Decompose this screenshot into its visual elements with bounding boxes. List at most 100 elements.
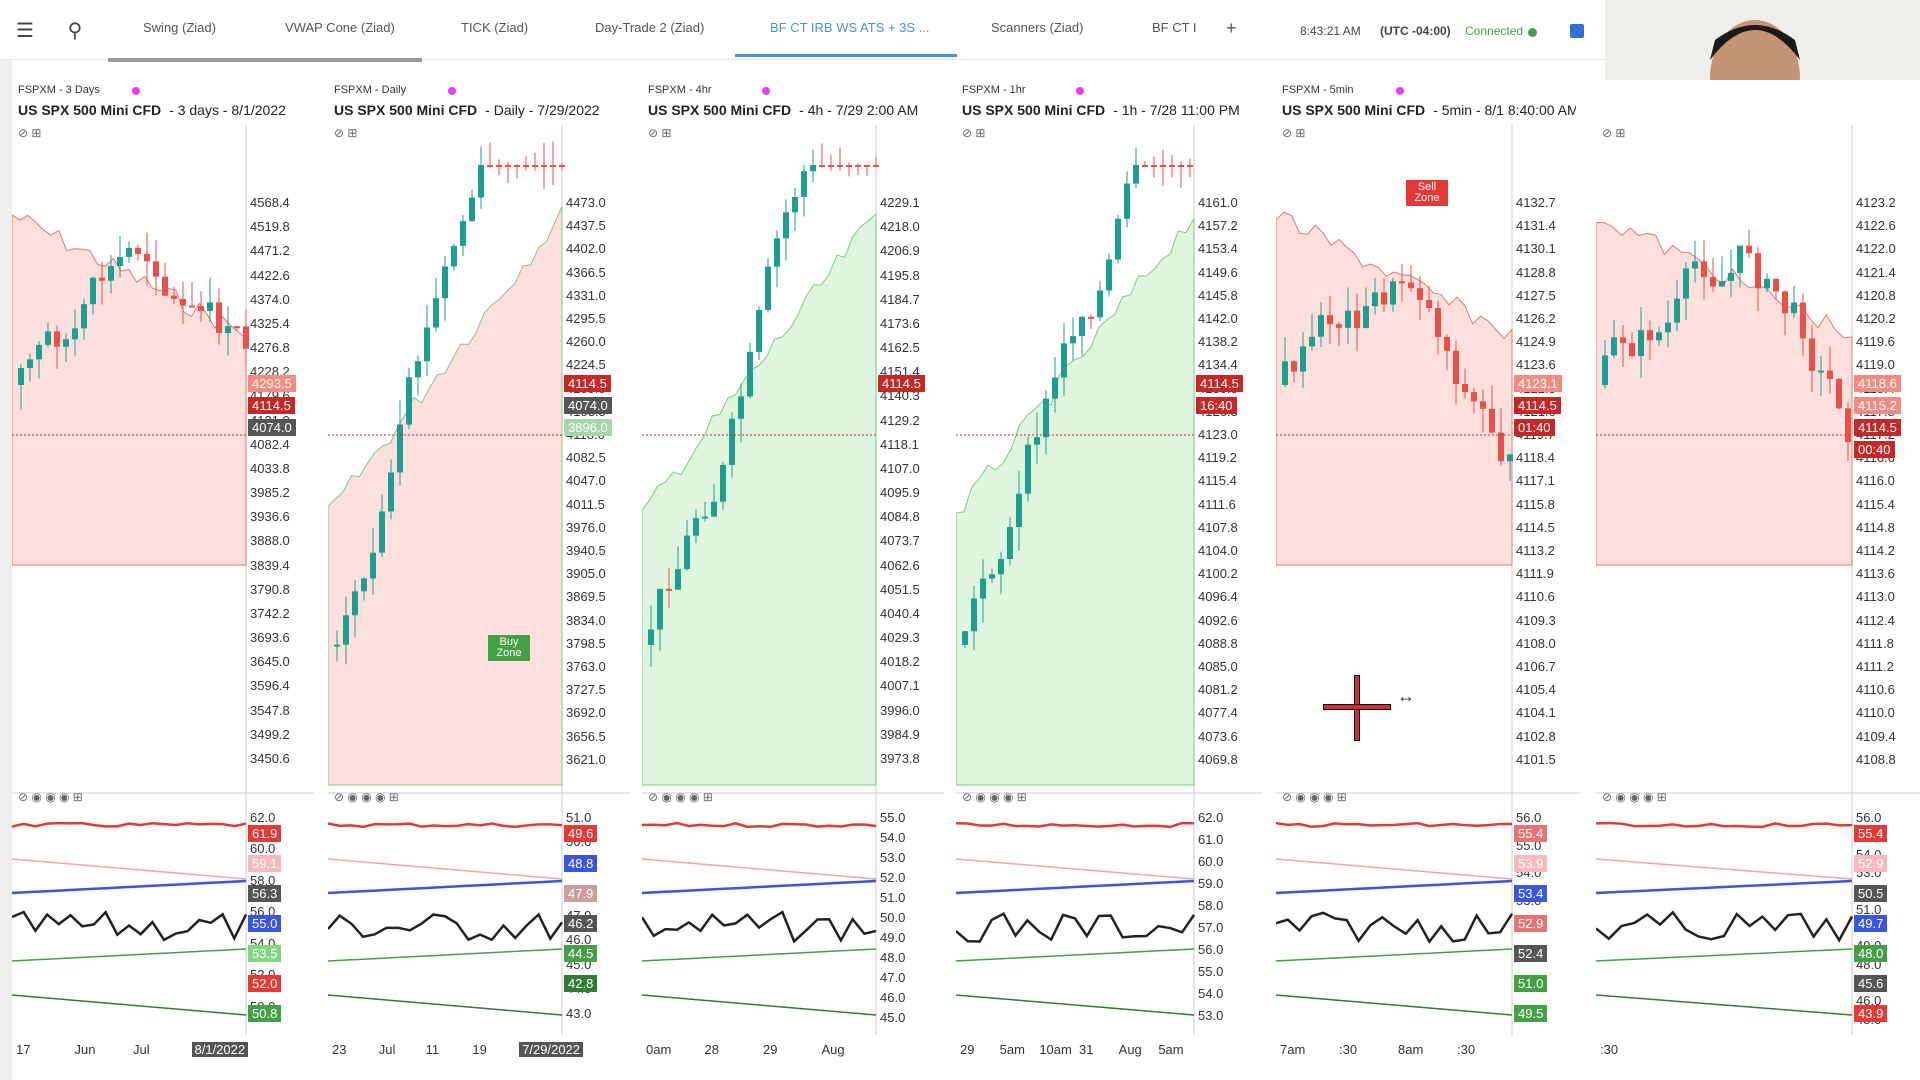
oscillator-badge: 45.6 [1854, 975, 1888, 992]
time-axis-label: 19 [472, 1042, 487, 1057]
time-axis-label: 5am [1158, 1042, 1184, 1057]
chart-controls-icon[interactable]: ⊘ ⊞ [334, 126, 358, 140]
timeframe-info: - Daily - 7/29/2022 [485, 102, 600, 118]
timeframe-info: - 4h - 7/29 2:00 AM [799, 102, 919, 118]
search-icon[interactable]: ⚲ [67, 20, 83, 42]
candle [225, 326, 231, 333]
time-axis-label: :30 [1339, 1042, 1358, 1057]
oscillator-axis-label: 48.0 [880, 950, 906, 965]
candle [1647, 330, 1653, 341]
price-axis-label: 4109.4 [1856, 728, 1896, 744]
tab-day-trade-2[interactable]: Day-Trade 2 (Ziad) [595, 20, 705, 35]
candle [1124, 183, 1130, 219]
candle [1444, 336, 1450, 351]
oscillator-axis-label: 62.0 [1198, 810, 1224, 825]
chart-panel[interactable]: FSPXM - 3 Days US SPX 500 Mini CFD - 3 day… [12, 80, 314, 1065]
candle [487, 165, 493, 167]
price-axis-label: 3656.5 [566, 728, 606, 744]
oscillator-axis-label: 46.0 [566, 932, 592, 948]
candle [1169, 165, 1175, 167]
candle [675, 569, 681, 590]
chart-panel[interactable]: FSPXM - 4hr US SPX 500 Mini CFD - 4h - 7/2… [642, 80, 944, 1065]
candle [846, 165, 852, 167]
candle [379, 511, 385, 553]
oscillator-axis-label: 52.0 [880, 870, 906, 885]
price-chart[interactable] [642, 80, 944, 1065]
price-chart[interactable] [1596, 80, 1920, 1065]
tab-tick[interactable]: TICK (Ziad) [461, 20, 529, 35]
price-chart[interactable] [1276, 80, 1580, 1065]
time-axis-label: 17 [16, 1042, 31, 1057]
chart-controls-icon[interactable]: ⊘ ⊞ [1282, 126, 1306, 140]
price-axis-label: 3727.5 [566, 682, 606, 698]
price-axis-label: 4121.4 [1856, 264, 1896, 280]
hamburger-menu-icon[interactable]: ☰ [16, 20, 34, 42]
chart-panel[interactable]: FSPXM - 1hr US SPX 500 Mini CFD - 1h - 7/2… [956, 80, 1262, 1065]
chart-controls-icon[interactable]: ⊘ ⊞ [18, 126, 42, 140]
chart-controls-icon[interactable]: ⊘ ⊞ [1602, 126, 1626, 140]
tab-bf-ct-irb-active[interactable]: BF CT IRB WS ATS + 3S ... [770, 20, 930, 35]
price-axis-label: 4115.8 [1516, 496, 1555, 512]
price-axis-label: 4105.4 [1516, 682, 1556, 698]
connection-status-icon [1528, 28, 1537, 37]
tab-vwap-cone[interactable]: VWAP Cone (Ziad) [285, 20, 395, 35]
price-axis-label: 4104.0 [1198, 543, 1238, 558]
add-tab-button[interactable]: + [1226, 18, 1237, 38]
price-axis-label: 4473.0 [566, 195, 606, 210]
panel-title: US SPX 500 Mini CFD - 4h - 7/29 2:00 AM [648, 102, 940, 118]
candle [180, 298, 186, 306]
time-axis: 7am:30 8am:30 [1276, 1042, 1580, 1062]
link-color-icon[interactable] [762, 87, 770, 95]
price-chart[interactable] [956, 80, 1262, 1065]
oscillator-axis-label: 43.0 [566, 1005, 592, 1021]
oscillator-badge: 42.8 [564, 975, 598, 992]
candle [1363, 306, 1369, 328]
link-color-icon[interactable] [1396, 87, 1404, 95]
oscillator-line [1596, 994, 1853, 1016]
chart-controls-icon[interactable]: ⊘ ⊞ [648, 126, 672, 140]
price-axis-label: 3499.2 [250, 726, 290, 742]
candle [1629, 343, 1635, 357]
price-axis-label: 3905.0 [566, 566, 606, 582]
tab-scanners[interactable]: Scanners (Ziad) [991, 20, 1084, 35]
price-axis-label: 4471.2 [250, 243, 290, 259]
oscillator-line [1276, 858, 1513, 880]
candle [126, 247, 132, 257]
price-axis-label: 4088.8 [1198, 635, 1238, 651]
link-color-icon[interactable] [448, 87, 456, 95]
oscillator-badge: 52.9 [1514, 915, 1548, 932]
candle [1836, 378, 1842, 409]
save-icon[interactable] [1570, 24, 1584, 38]
price-axis-label: 4128.8 [1516, 264, 1556, 280]
time-axis-label: 29 [763, 1042, 778, 1057]
candle [765, 266, 771, 311]
candle [1034, 437, 1040, 445]
price-axis-label: 4040.4 [880, 605, 920, 621]
chart-controls-icon[interactable]: ⊘ ⊞ [962, 126, 986, 140]
link-color-icon[interactable] [1076, 87, 1084, 95]
candle [1620, 337, 1626, 344]
oscillator-badge: 56.3 [248, 885, 282, 902]
oscillator-axis-label: 57.0 [1198, 920, 1224, 935]
candle [153, 261, 159, 277]
candle [1719, 280, 1725, 287]
price-axis-label: 4047.0 [566, 473, 606, 489]
price-axis-label: 4260.0 [566, 334, 606, 350]
candle [406, 377, 412, 425]
chart-panel[interactable]: FSPXM - 5min US SPX 500 Mini CFD - 5min - … [1276, 80, 1580, 1065]
price-badge: 4115.2 [1854, 397, 1901, 414]
clock: 8:43:21 AM [1300, 24, 1361, 38]
price-axis-label: 4051.5 [880, 581, 920, 597]
price-axis-label: 4124.9 [1516, 334, 1556, 350]
price-axis-label: 4108.0 [1516, 635, 1556, 651]
chart-panel[interactable]: ⊘ ⊞ ⊘ ◉ ◉ ◉ ⊞ 4123.2 4122.6 4122.0 4121.4 4120… [1596, 80, 1920, 1065]
oscillator-line [1596, 821, 1853, 829]
time-axis: :30 [1596, 1042, 1920, 1062]
price-chart[interactable] [12, 80, 314, 1065]
chart-panel[interactable]: FSPXM - Daily US SPX 500 Mini CFD - Daily … [328, 80, 630, 1065]
tab-bf-ct-i[interactable]: BF CT I [1152, 20, 1197, 35]
link-color-icon[interactable] [132, 87, 140, 95]
price-axis-label: 4184.7 [880, 291, 920, 307]
candle [1710, 277, 1716, 287]
tab-swing[interactable]: Swing (Ziad) [143, 20, 216, 35]
